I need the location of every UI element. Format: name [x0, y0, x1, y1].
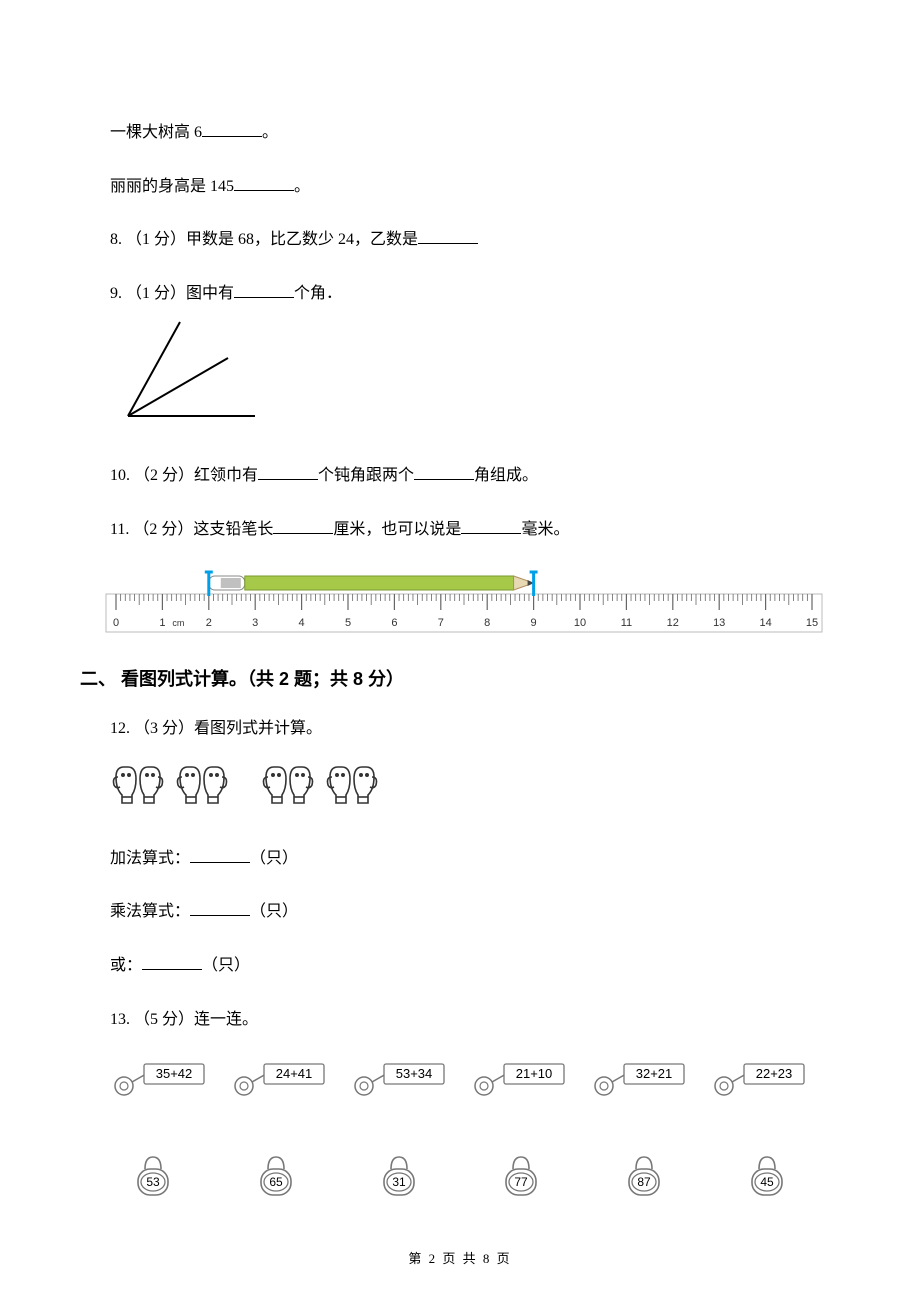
svg-text:0: 0 — [113, 617, 119, 629]
q12-add-blank — [190, 846, 250, 863]
q9-line: 9. （1 分）图中有 个角． — [110, 281, 810, 307]
q7-line1: 一棵大树高 6 。 — [110, 120, 810, 146]
q8-pre: 8. （1 分）甲数是 68，比乙数少 24，乙数是 — [110, 231, 418, 248]
svg-text:10: 10 — [574, 617, 586, 629]
mitten-pair — [324, 759, 380, 818]
q9-pre: 9. （1 分）图中有 — [110, 285, 234, 302]
q9-blank — [234, 281, 294, 298]
svg-text:cm: cm — [172, 618, 184, 628]
svg-text:53+34: 53+34 — [396, 1066, 433, 1081]
q11-post: 毫米。 — [521, 521, 569, 538]
q11-blank2 — [461, 517, 521, 534]
q13-locks-row: 53 65 31 77 87 45 — [110, 1149, 810, 1210]
mitten-pair — [260, 759, 316, 818]
q10-blank2 — [414, 463, 474, 480]
q12-or-blank — [142, 953, 202, 970]
svg-text:11: 11 — [621, 617, 632, 629]
page: 一棵大树高 6 。 丽丽的身高是 145 。 8. （1 分）甲数是 68，比乙数少… — [0, 0, 920, 1302]
q9-post: 个角． — [294, 285, 342, 302]
q8-line: 8. （1 分）甲数是 68，比乙数少 24，乙数是 — [110, 227, 810, 253]
q10-post: 角组成。 — [474, 467, 538, 484]
mitten-pair — [110, 759, 166, 818]
q7-line1-pre: 一棵大树高 6 — [110, 124, 202, 141]
ruler-svg: 0 1 cm 2 3 4 5 6 7 8 9 10 11 12 13 14 15 — [104, 556, 824, 636]
q7-blank1 — [202, 120, 262, 137]
svg-text:13: 13 — [713, 617, 725, 629]
q11-blank1 — [273, 517, 333, 534]
section2-heading: 二、 看图列式计算。（共 2 题；共 8 分） — [80, 665, 810, 694]
q12-mul-line: 乘法算式： （只） — [110, 899, 810, 925]
svg-text:3: 3 — [252, 617, 258, 629]
svg-text:45: 45 — [760, 1175, 774, 1189]
key-item: 35+42 — [110, 1060, 210, 1109]
q12-or-pre: 或： — [110, 957, 142, 974]
q10-blank1 — [258, 463, 318, 480]
q12-title: 12. （3 分）看图列式并计算。 — [110, 716, 810, 742]
q12-mittens — [110, 759, 810, 818]
q7-line2-post: 。 — [294, 178, 310, 195]
q12-or-line: 或： （只） — [110, 953, 810, 979]
svg-text:7: 7 — [438, 617, 444, 629]
q12-mul-blank — [190, 899, 250, 916]
svg-text:77: 77 — [515, 1175, 529, 1189]
mitten-pair — [174, 759, 230, 818]
svg-text:14: 14 — [759, 617, 771, 629]
q10-line: 10. （2 分）红领巾有 个钝角跟两个 角组成。 — [110, 463, 810, 489]
q11-figure: 01cm23456789101112131415 — [104, 556, 810, 645]
svg-text:4: 4 — [299, 617, 305, 629]
q11-mid: 厘米，也可以说是 — [333, 521, 461, 538]
svg-text:32+21: 32+21 — [636, 1066, 673, 1081]
svg-text:53: 53 — [146, 1175, 160, 1189]
q12-add-unit: （只） — [250, 850, 298, 867]
angle-svg — [110, 316, 270, 426]
lock-item: 77 — [496, 1149, 546, 1210]
svg-text:87: 87 — [638, 1175, 652, 1189]
q7-line2: 丽丽的身高是 145 。 — [110, 174, 810, 200]
svg-text:15: 15 — [806, 617, 818, 629]
q10-pre: 10. （2 分）红领巾有 — [110, 467, 258, 484]
key-item: 32+21 — [590, 1060, 690, 1109]
svg-text:21+10: 21+10 — [516, 1066, 553, 1081]
q8-blank — [418, 227, 478, 244]
lock-item: 87 — [619, 1149, 669, 1210]
page-footer: 第 2 页 共 8 页 — [0, 1249, 920, 1270]
key-item: 53+34 — [350, 1060, 450, 1109]
svg-text:22+23: 22+23 — [756, 1066, 793, 1081]
svg-text:1: 1 — [159, 617, 165, 629]
svg-text:35+42: 35+42 — [156, 1066, 193, 1081]
lock-item: 65 — [251, 1149, 301, 1210]
svg-text:12: 12 — [667, 617, 679, 629]
q13-keys-row: 35+42 24+41 53+34 21+10 32+21 — [110, 1060, 810, 1109]
q11-line: 11. （2 分）这支铅笔长 厘米，也可以说是 毫米。 — [110, 517, 810, 543]
svg-text:24+41: 24+41 — [276, 1066, 313, 1081]
q12-or-unit: （只） — [202, 957, 250, 974]
q12-add-line: 加法算式： （只） — [110, 846, 810, 872]
q9-figure — [110, 316, 810, 435]
svg-text:65: 65 — [269, 1175, 283, 1189]
key-item: 21+10 — [470, 1060, 570, 1109]
key-item: 24+41 — [230, 1060, 330, 1109]
key-item: 22+23 — [710, 1060, 810, 1109]
lock-item: 53 — [128, 1149, 178, 1210]
svg-text:31: 31 — [392, 1175, 406, 1189]
q7-line2-pre: 丽丽的身高是 145 — [110, 178, 234, 195]
q13-title: 13. （5 分）连一连。 — [110, 1007, 810, 1033]
svg-text:2: 2 — [206, 617, 212, 629]
svg-text:8: 8 — [484, 617, 490, 629]
q7-line1-post: 。 — [262, 124, 278, 141]
svg-text:6: 6 — [391, 617, 397, 629]
q10-mid: 个钝角跟两个 — [318, 467, 414, 484]
q12-mul-unit: （只） — [250, 903, 298, 920]
q12-mul-pre: 乘法算式： — [110, 903, 190, 920]
lock-item: 45 — [742, 1149, 792, 1210]
svg-text:9: 9 — [531, 617, 537, 629]
q7-blank2 — [234, 174, 294, 191]
lock-item: 31 — [374, 1149, 424, 1210]
svg-text:5: 5 — [345, 617, 351, 629]
q12-add-pre: 加法算式： — [110, 850, 190, 867]
q11-pre: 11. （2 分）这支铅笔长 — [110, 521, 273, 538]
